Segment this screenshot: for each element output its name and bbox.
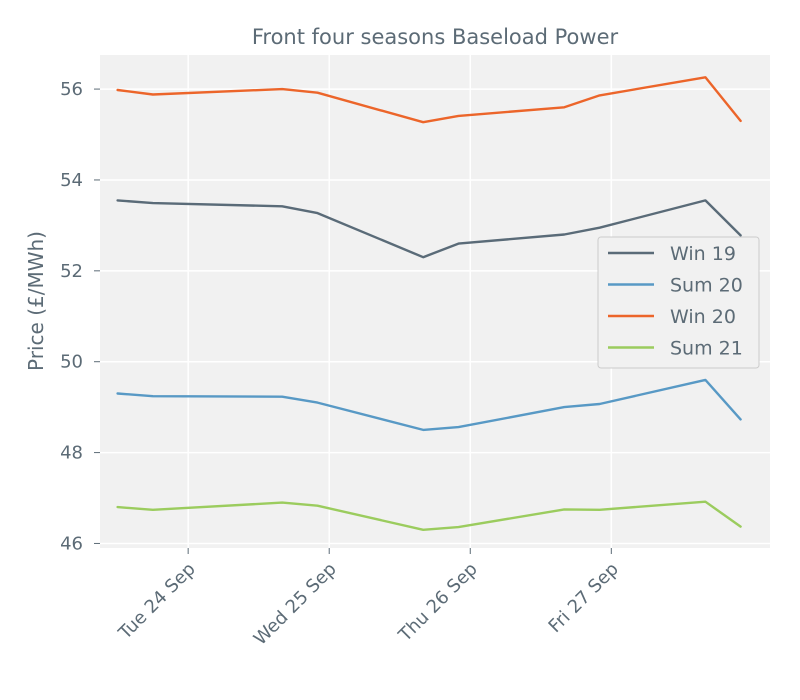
y-tick-label: 52 [60, 261, 83, 282]
legend-label: Sum 20 [670, 275, 743, 297]
series-line-sum-21 [116, 500, 742, 531]
y-tick-label: 50 [60, 352, 83, 373]
chart-title: Front four seasons Baseload Power [252, 25, 619, 49]
x-axis-ticks: Tue 24 Sep Wed 25 Sep Thu 26 Sep Fri 27 Sep [114, 548, 623, 650]
y-tick-label: 54 [60, 170, 83, 191]
y-tick-label: 46 [60, 533, 83, 554]
x-tick-label: Fri 27 Sep [545, 559, 623, 637]
legend: Win 19 Sum 20 Win 20 Sum 21 [597, 236, 760, 369]
x-tick-label: Wed 25 Sep [250, 559, 341, 650]
y-axis-label: Price (£/MWh) [24, 231, 48, 371]
y-axis-ticks: 46 48 50 52 54 56 [60, 79, 100, 554]
legend-label: Sum 21 [670, 338, 743, 360]
x-tick-label: Thu 26 Sep [394, 559, 482, 647]
y-tick-label: 56 [60, 79, 83, 100]
series-line-win-19 [116, 199, 742, 259]
legend-label: Win 20 [670, 306, 736, 328]
y-tick-label: 48 [60, 443, 83, 464]
series-lines [116, 76, 742, 531]
x-tick-label: Tue 24 Sep [114, 559, 200, 645]
legend-box [597, 236, 760, 369]
series-line-win-20 [116, 76, 742, 124]
legend-label: Win 19 [670, 243, 736, 265]
series-line-sum-20 [116, 378, 742, 432]
